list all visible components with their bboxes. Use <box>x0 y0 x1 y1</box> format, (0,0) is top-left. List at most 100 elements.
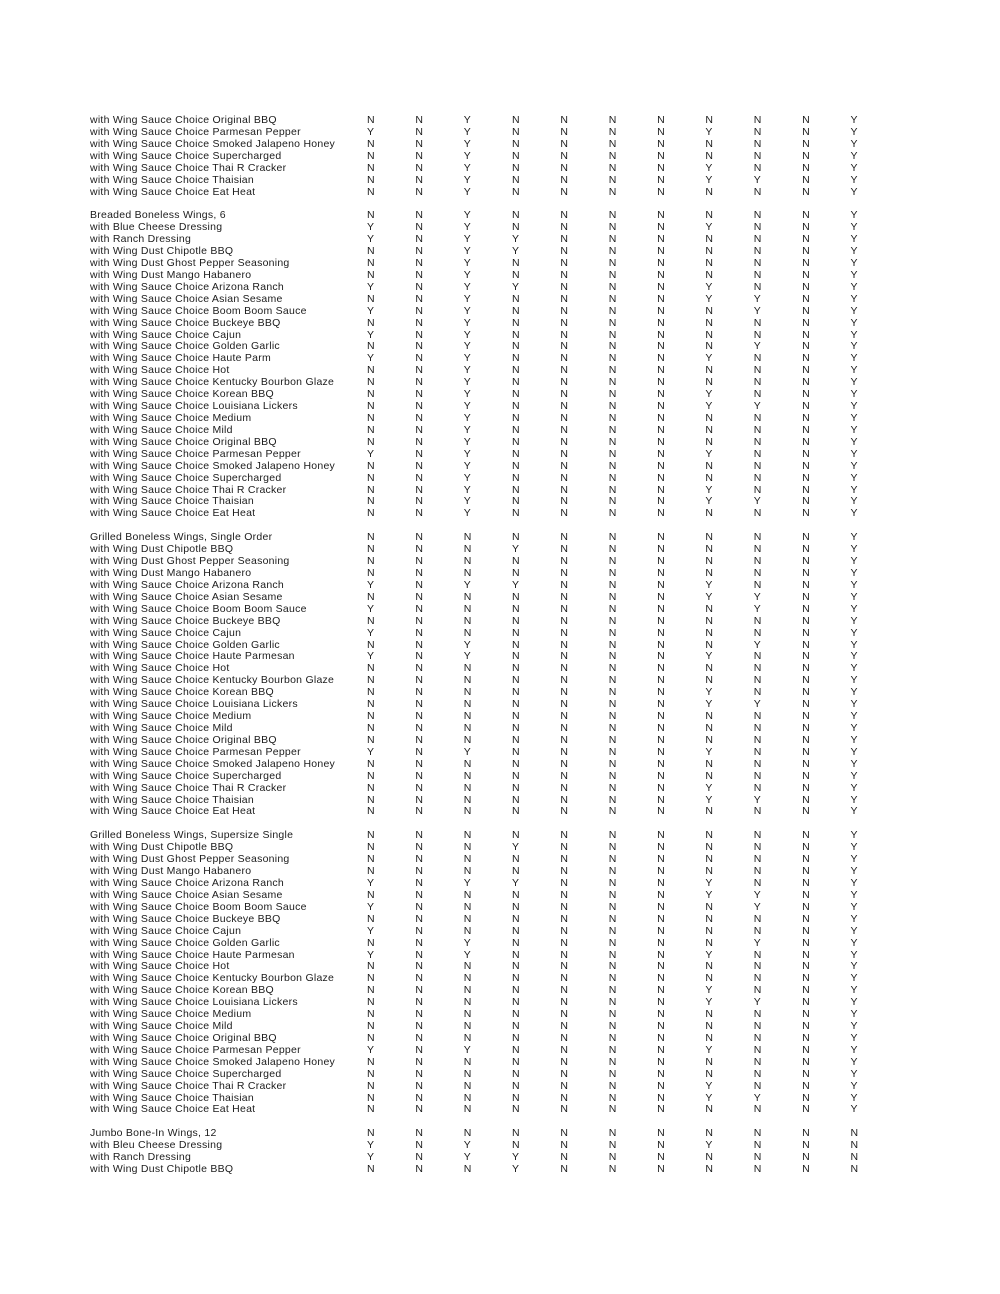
row-label: with Ranch Dressing <box>90 233 192 246</box>
allergen-flag-value: Y <box>463 578 471 591</box>
allergen-flag-value: N <box>802 614 810 627</box>
allergen-flag-value: Y <box>850 769 858 782</box>
allergen-flag-value: Y <box>850 447 858 460</box>
row-label: with Wing Sauce Choice Arizona Ranch <box>90 280 285 293</box>
allergen-flag-value: N <box>753 507 762 520</box>
allergen-flag-value: N <box>463 1020 472 1033</box>
table-row: with Wing Sauce Choice Parmesan Pepper Y N… <box>90 126 899 138</box>
allergen-flag-value: Y <box>850 936 858 949</box>
allergen-flag-value: N <box>802 567 810 579</box>
allergen-flag-value: N <box>608 1151 617 1164</box>
allergen-flag-value: N <box>802 316 810 329</box>
allergen-flag-value: N <box>657 316 665 329</box>
allergen-flag-value: N <box>753 233 762 246</box>
table-row: with Bleu Cheese Dressing Y N Y N N N N Y N N N <box>90 1139 899 1151</box>
row-label: Breaded Boneless Wings, 6 <box>90 209 226 222</box>
allergen-flag-value: N <box>608 209 617 222</box>
row-label: with Wing Sauce Choice Thaisian <box>90 495 254 508</box>
allergen-flag-value: N <box>608 316 617 329</box>
allergen-flag-value: N <box>753 1055 762 1068</box>
allergen-flag-value: N <box>415 1008 424 1021</box>
allergen-flag-value: N <box>802 125 810 138</box>
allergen-flag-value: N <box>463 900 472 913</box>
allergen-flag-value: N <box>367 423 375 436</box>
allergen-flag-value: Y <box>463 328 471 341</box>
allergen-flag-value: N <box>512 507 520 520</box>
allergen-flag-value: N <box>802 1043 810 1056</box>
allergen-flag-value: N <box>657 268 665 281</box>
allergen-flag-value: Y <box>463 388 471 401</box>
allergen-flag-value: N <box>657 1055 665 1068</box>
table-row: with Wing Sauce Choice Asian Sesame N N N N N… <box>90 889 899 901</box>
allergen-flag-value: Y <box>705 1079 713 1092</box>
allergen-flag-value: Y <box>705 781 713 794</box>
allergen-flag-value: N <box>608 555 617 568</box>
allergen-flag-value: N <box>367 316 375 329</box>
allergen-flag-value: N <box>463 710 472 723</box>
allergen-flag-value: N <box>753 209 762 222</box>
row-label: with Wing Sauce Choice Hot <box>90 364 230 377</box>
allergen-flag-value: Y <box>367 304 375 317</box>
allergen-flag-value: N <box>753 149 762 162</box>
allergen-flag-value: Y <box>850 924 858 937</box>
allergen-flag-value: N <box>367 435 375 448</box>
allergen-flag-value: Y <box>850 590 858 603</box>
allergen-flag-value: N <box>560 912 569 925</box>
allergen-flag-value: Y <box>850 650 858 663</box>
allergen-flag-value: N <box>415 471 424 484</box>
allergen-flag-value: Y <box>850 829 858 842</box>
allergen-flag-value: N <box>608 865 617 878</box>
allergen-flag-value: N <box>512 316 520 329</box>
allergen-flag-value: N <box>367 614 375 627</box>
row-label: with Wing Sauce Choice Thaisian <box>90 1091 254 1104</box>
allergen-flag-value: N <box>802 507 810 520</box>
allergen-flag-value: N <box>802 1020 810 1033</box>
allergen-flag-value: N <box>657 292 665 305</box>
row-label: with Wing Sauce Choice Original BBQ <box>90 733 277 746</box>
allergen-flag-value: N <box>705 268 714 281</box>
allergen-flag-value: N <box>705 662 714 675</box>
allergen-flag-value: N <box>415 1103 424 1116</box>
allergen-flag-value: N <box>802 853 810 866</box>
allergen-flag-value: N <box>367 495 375 508</box>
allergen-flag-value: N <box>415 340 424 353</box>
allergen-flag-value: N <box>657 626 665 639</box>
allergen-flag-value: Y <box>705 745 713 758</box>
row-label: with Wing Dust Ghost Pepper Seasoning <box>90 257 290 270</box>
allergen-flag-value: N <box>657 221 665 234</box>
allergen-flag-value: N <box>512 113 520 126</box>
allergen-flag-value: N <box>560 459 569 472</box>
row-label: with Wing Sauce Choice Eat Heat <box>90 805 256 818</box>
allergen-flag-value: N <box>608 793 617 806</box>
allergen-flag-value: Y <box>367 1139 375 1152</box>
allergen-flag-value: N <box>415 1079 424 1092</box>
allergen-flag-value: Y <box>850 161 858 174</box>
allergen-flag-value: N <box>608 257 617 270</box>
allergen-flag-value: N <box>657 1127 665 1140</box>
allergen-flag-value: N <box>367 376 375 389</box>
allergen-flag-value: N <box>705 471 714 484</box>
allergen-flag-value: N <box>560 1151 569 1164</box>
allergen-flag-value: N <box>608 483 617 496</box>
allergen-flag-value: N <box>608 340 617 353</box>
allergen-flag-value: N <box>802 829 810 842</box>
allergen-flag-value: N <box>367 412 375 425</box>
allergen-flag-value: N <box>463 960 472 973</box>
allergen-flag-value: N <box>367 793 375 806</box>
allergen-flag-value: Y <box>463 268 471 281</box>
table-row: with Wing Sauce Choice Mild N N Y N N N N N N N Y <box>90 424 899 436</box>
allergen-flag-value: Y <box>850 602 858 615</box>
allergen-flag-value: N <box>512 912 520 925</box>
allergen-flag-value: N <box>802 328 810 341</box>
allergen-flag-value: N <box>560 972 569 985</box>
allergen-flag-value: Y <box>753 888 762 901</box>
table-row: with Wing Sauce Choice Korean BBQ N N N N N N N… <box>90 686 899 698</box>
allergen-flag-value: N <box>705 233 714 246</box>
allergen-flag-value: N <box>705 567 714 579</box>
allergen-flag-value: N <box>415 567 424 579</box>
allergen-flag-value: N <box>608 829 617 842</box>
allergen-flag-value: Y <box>367 125 375 138</box>
allergen-flag-value: N <box>705 1127 714 1140</box>
allergen-flag-value: Y <box>512 841 520 854</box>
allergen-flag-value: N <box>705 316 714 329</box>
